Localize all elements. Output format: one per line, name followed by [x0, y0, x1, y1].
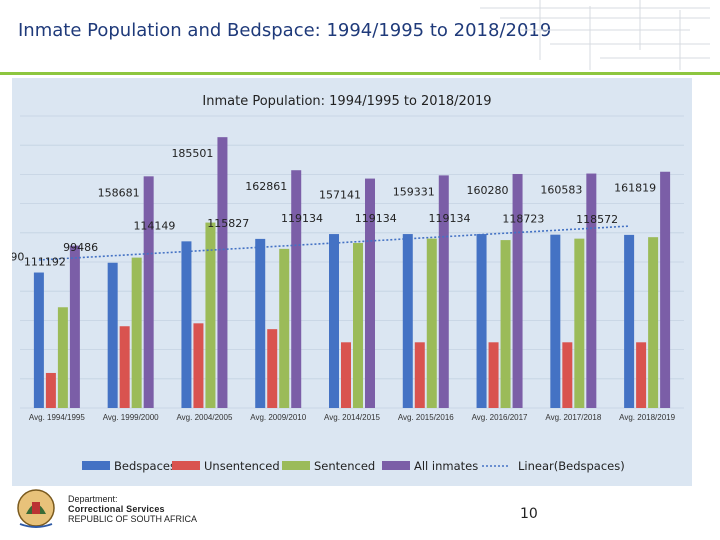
chart-panel: Inmate Population: 1994/1995 to 2018/201… [12, 78, 692, 486]
bar-unsentenced [193, 323, 204, 408]
bar-sentenced [205, 222, 216, 408]
bar-sentenced [131, 257, 142, 408]
legend-swatch-sentenced [282, 461, 310, 470]
bar-unsentenced [636, 342, 647, 408]
data-label: 158681 [98, 186, 140, 199]
inmate-population-chart: Inmate Population: 1994/1995 to 2018/201… [12, 94, 684, 473]
x-tick-label: Avg. 2014/2015 [324, 413, 380, 422]
bar-all-inmates [586, 173, 597, 408]
footer-dept-line: Correctional Services [68, 504, 165, 514]
legend-label: Bedspaces [114, 459, 176, 473]
bar-unsentenced [119, 326, 130, 408]
x-tick-label: Avg. 2016/2017 [472, 413, 528, 422]
bar-sentenced [57, 307, 68, 408]
bar-all-inmates [438, 175, 449, 408]
legend-label: Linear(Bedspaces) [518, 459, 625, 473]
data-label: 118723 [502, 213, 544, 226]
bar-bedspaces [107, 262, 118, 408]
bars-group [33, 137, 671, 408]
bar-all-inmates [512, 173, 523, 408]
legend-label: All inmates [414, 459, 478, 473]
bar-sentenced [279, 248, 290, 408]
data-label: 162861 [245, 180, 287, 193]
x-tick-labels: Avg. 1994/1995 Avg. 1999/2000 Avg. 2004/20… [29, 413, 676, 422]
legend-swatch-all-inmates [382, 461, 410, 470]
bar-sentenced [500, 240, 511, 408]
bar-all-inmates [660, 171, 671, 408]
bar-unsentenced [488, 342, 499, 408]
bar-sentenced [574, 238, 585, 408]
legend-swatch-bedspaces [82, 461, 110, 470]
bar-sentenced [426, 238, 437, 408]
coat-of-arms-logo [17, 489, 55, 528]
bar-bedspaces [329, 234, 339, 408]
data-label: 119134 [429, 212, 471, 225]
data-label: 161819 [614, 182, 656, 195]
x-tick-label: Avg. 2004/2005 [176, 413, 232, 422]
x-tick-label: Avg. 2018/2019 [619, 413, 675, 422]
bar-bedspaces [33, 272, 44, 408]
bar-all-inmates [291, 170, 302, 408]
x-tick-label: Avg. 1994/1995 [29, 413, 85, 422]
legend-swatch-unsentenced [172, 461, 200, 470]
data-labels-group: 92790111192 99486 158681 114149 185501 115827… [12, 147, 656, 268]
data-label: 99486 [63, 241, 98, 254]
decorative-blueprint-lines [480, 0, 710, 70]
bar-sentenced [648, 237, 659, 408]
legend-label: Unsentenced [204, 459, 280, 473]
bar-unsentenced [414, 342, 425, 408]
page-number: 10 [520, 506, 538, 522]
legend-label: Sentenced [314, 459, 375, 473]
bar-unsentenced [562, 342, 573, 408]
footer-org-line: Department: [68, 494, 118, 504]
bar-sentenced [353, 243, 363, 408]
data-label: 159331 [393, 185, 435, 198]
data-label: 115827 [207, 217, 249, 230]
data-label: 160583 [540, 184, 582, 197]
x-tick-label: Avg. 2015/2016 [398, 413, 454, 422]
slide-title: Inmate Population and Bedspace: 1994/199… [18, 20, 552, 41]
title-accent-rule [0, 72, 720, 75]
bar-bedspaces [402, 234, 413, 408]
data-label: 118572 [576, 213, 618, 226]
x-tick-label: Avg. 1999/2000 [103, 413, 159, 422]
footer-country-line: REPUBLIC OF SOUTH AFRICA [68, 514, 198, 524]
data-label: 119134 [355, 212, 397, 225]
bar-all-inmates [217, 137, 228, 408]
bar-all-inmates [365, 178, 375, 408]
data-label: 160280 [467, 184, 509, 197]
trendline-group [38, 225, 630, 261]
bar-bedspaces [624, 234, 635, 408]
bar-bedspaces [255, 238, 266, 408]
bar-bedspaces [550, 234, 561, 408]
bar-unsentenced [45, 372, 56, 408]
bar-unsentenced [267, 329, 278, 408]
department-footer: Department: Correctional Services REPUBL… [68, 494, 197, 524]
data-label: 111192 [24, 256, 66, 269]
data-label: 119134 [281, 212, 323, 225]
bar-all-inmates [143, 176, 154, 408]
bar-bedspaces [476, 234, 487, 408]
data-label: 92790 [12, 251, 24, 264]
bar-unsentenced [341, 342, 351, 408]
x-tick-label: Avg. 2017/2018 [545, 413, 601, 422]
data-label: 157141 [319, 189, 361, 202]
data-label: 185501 [171, 147, 213, 160]
chart-title: Inmate Population: 1994/1995 to 2018/201… [202, 94, 491, 109]
bar-all-inmates [69, 245, 80, 408]
x-tick-label: Avg. 2009/2010 [250, 413, 306, 422]
gridlines [20, 115, 684, 409]
legend: Bedspaces Unsentenced Sentenced All inmates… [82, 459, 625, 473]
bar-bedspaces [181, 241, 192, 408]
data-label: 114149 [133, 219, 175, 232]
trendline-bedspaces [38, 225, 630, 261]
